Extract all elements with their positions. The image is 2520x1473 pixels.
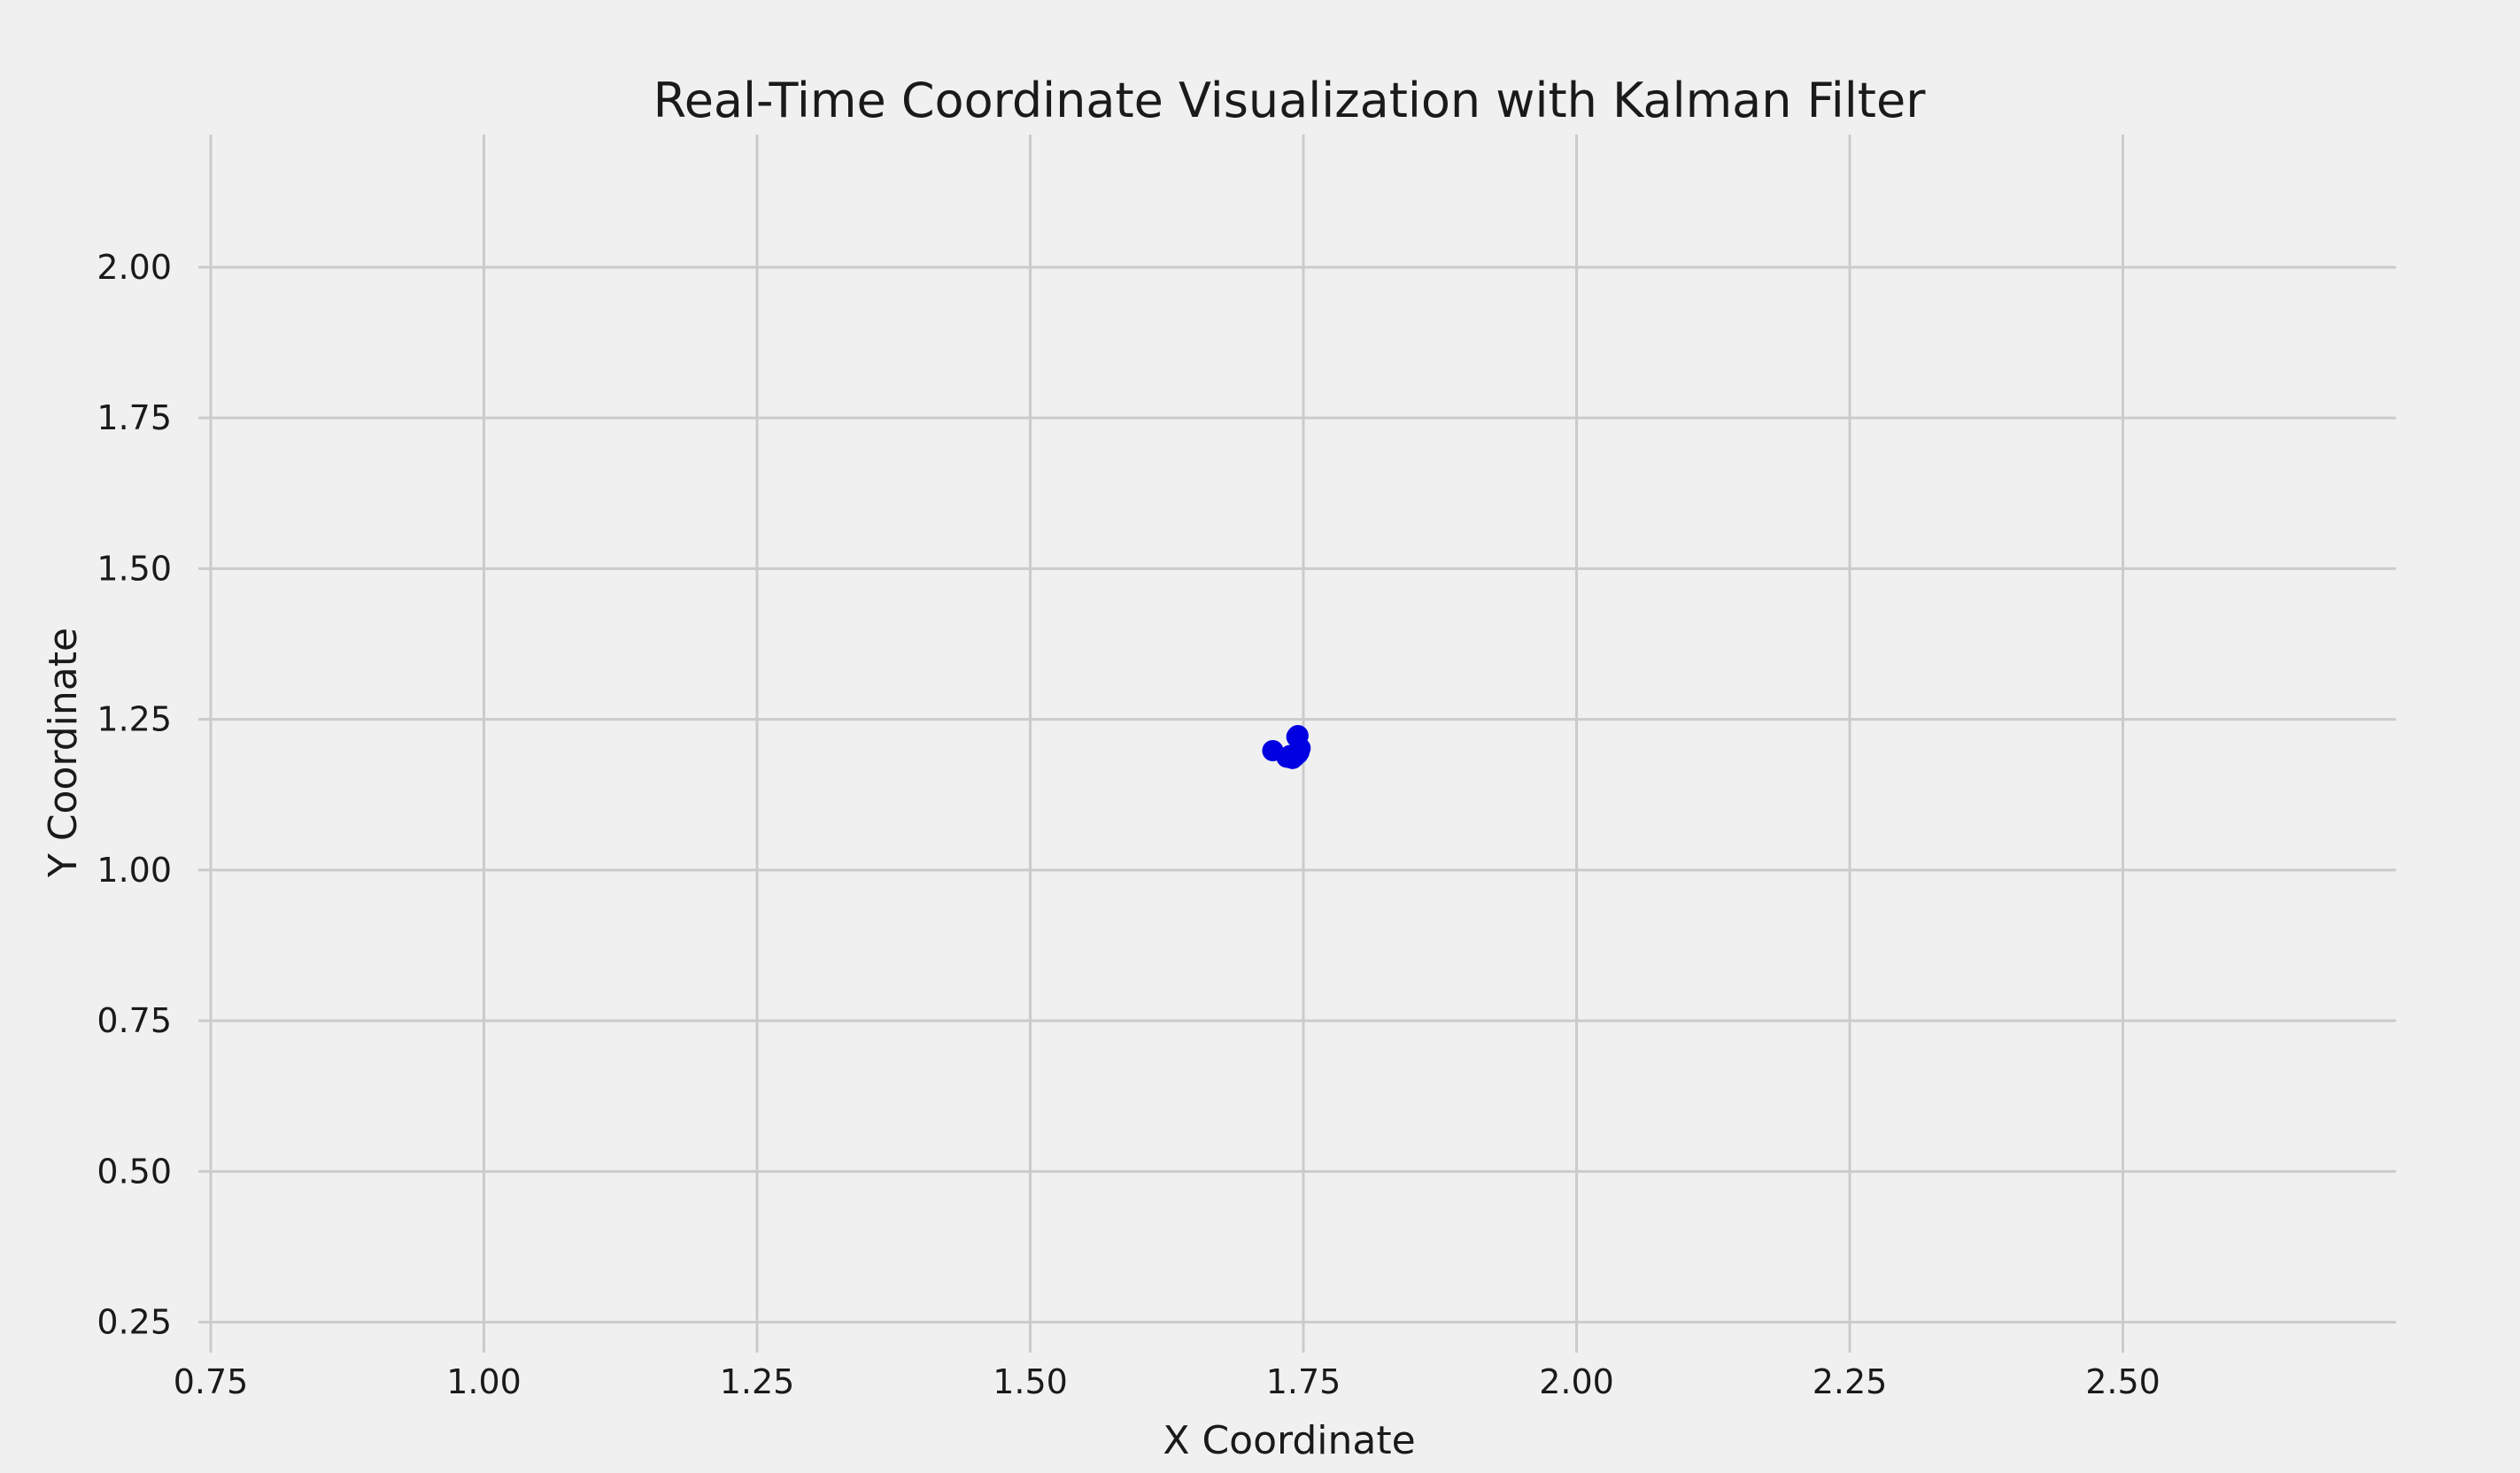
x-tick-label: 2.00 <box>1539 1362 1614 1401</box>
data-points <box>1262 724 1311 769</box>
x-axis-ticks: 0.75 1.00 1.25 1.50 1.75 2.00 2.25 2.50 <box>174 1340 2161 1401</box>
y-tick-label: 0.25 <box>97 1303 172 1342</box>
x-tick-label: 1.50 <box>993 1362 1068 1401</box>
y-tick-label: 1.50 <box>97 549 172 588</box>
y-tick-label: 0.50 <box>97 1152 172 1191</box>
x-tick-label: 2.25 <box>1813 1362 1888 1401</box>
y-tick-label: 1.00 <box>97 851 172 890</box>
y-tick-label: 0.75 <box>97 1001 172 1040</box>
data-point <box>1287 743 1309 765</box>
y-axis-ticks: 0.25 0.50 0.75 1.00 1.25 1.50 1.75 2.00 <box>97 248 211 1342</box>
x-axis-label: X Coordinate <box>1163 1418 1415 1463</box>
x-tick-label: 0.75 <box>174 1362 249 1401</box>
y-gridlines <box>211 266 2396 1324</box>
x-tick-label: 1.75 <box>1266 1362 1341 1401</box>
x-tick-label: 1.00 <box>446 1362 522 1401</box>
y-tick-label: 2.00 <box>97 248 172 287</box>
x-tick-label: 1.25 <box>720 1362 795 1401</box>
chart-title: Real-Time Coordinate Visualization with … <box>653 73 1927 128</box>
x-tick-label: 2.50 <box>2085 1362 2161 1401</box>
y-axis-label: Y Coordinate <box>41 628 86 878</box>
y-tick-label: 1.75 <box>97 398 172 437</box>
y-tick-label: 1.25 <box>97 700 172 739</box>
